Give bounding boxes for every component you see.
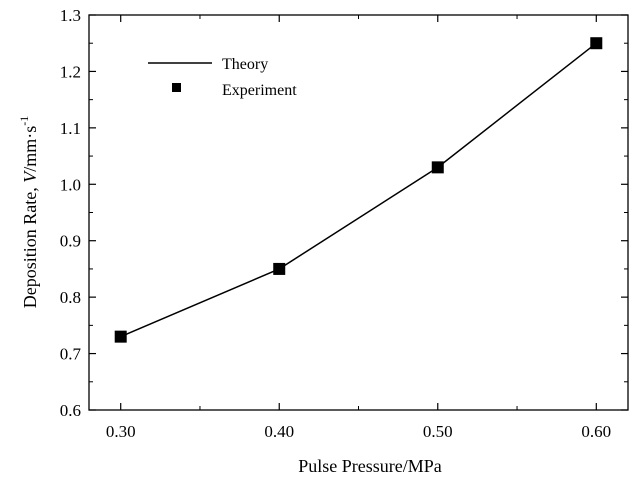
legend: Theory Experiment [148,56,297,99]
y-tick-label: 1.0 [60,175,81,194]
legend-experiment-marker-swatch [172,83,181,92]
experiment-point [431,161,444,174]
x-axis-title: Pulse Pressure/MPa [298,456,442,476]
legend-experiment-label: Experiment [222,82,297,99]
y-tick-label: 0.6 [60,401,81,420]
x-tick-label: 0.40 [264,422,294,441]
y-axis-title-prefix: Deposition Rate, [20,183,40,308]
x-tick-label: 0.50 [423,422,453,441]
y-axis-title-symbol: V [20,170,40,183]
x-tick-label: 0.60 [581,422,611,441]
y-axis-title-exponent: -1 [17,116,31,126]
x-tick-label: 0.30 [106,422,136,441]
experiment-point [590,37,603,50]
theory-line [120,42,597,338]
legend-theory-label: Theory [222,56,268,73]
plot-frame [88,14,629,411]
y-axis-title: Deposition Rate, V/mm·s-1 [17,116,40,309]
y-axis-title-unit: /mm·s [20,126,40,172]
experiment-point [273,262,286,275]
y-tick-label: 0.7 [60,345,82,364]
y-tick-label: 1.3 [60,6,81,25]
experiment-point [114,330,127,343]
y-tick-label: 0.9 [60,232,81,251]
y-tick-label: 1.1 [60,119,81,138]
y-tick-label: 0.8 [60,288,81,307]
y-tick-label: 1.2 [60,62,81,81]
